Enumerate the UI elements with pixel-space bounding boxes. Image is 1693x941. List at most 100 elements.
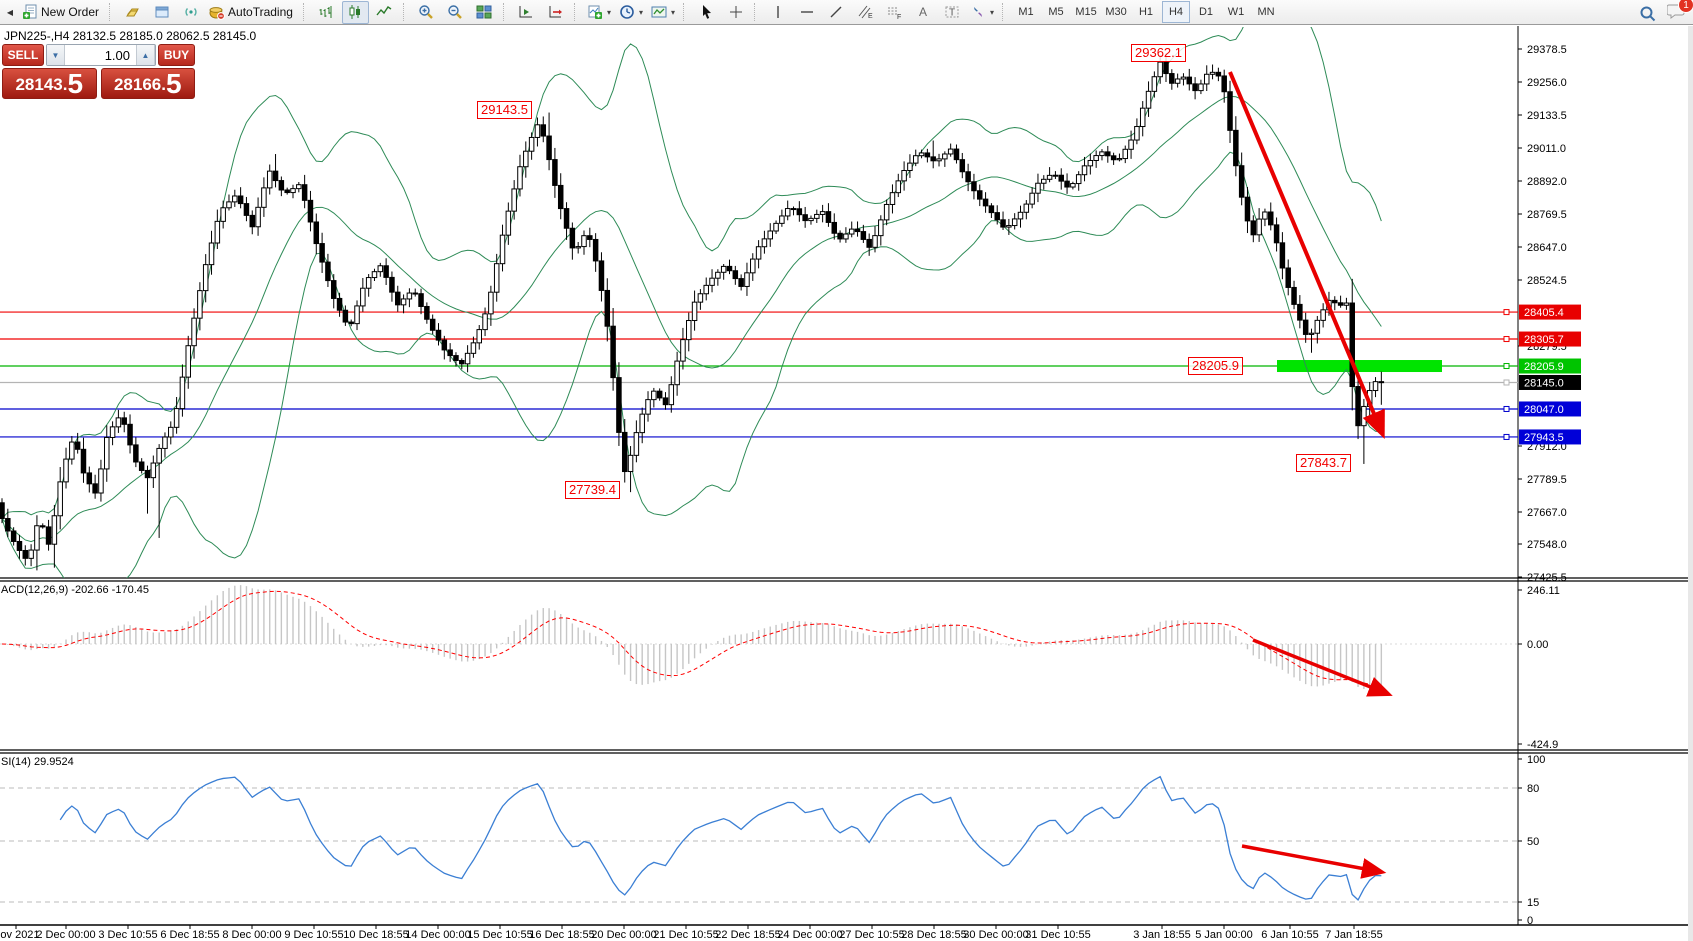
toolbar-separator: [1002, 3, 1008, 21]
trend-arrow[interactable]: [1241, 844, 1387, 879]
svg-text:2 Dec 00:00: 2 Dec 00:00: [36, 929, 95, 941]
candlestick-mode-button[interactable]: [341, 0, 369, 24]
svg-text:28305.7: 28305.7: [1524, 334, 1564, 346]
price-annotation[interactable]: 28205.9: [1188, 357, 1243, 375]
svg-text:-424.9: -424.9: [1527, 739, 1558, 751]
support-zone-rectangle[interactable]: [1277, 360, 1442, 373]
autotrading-button[interactable]: AutoTrading: [206, 1, 298, 24]
price-annotation[interactable]: 27739.4: [565, 481, 620, 499]
text-icon: A: [915, 4, 931, 20]
svg-text:22 Dec 18:55: 22 Dec 18:55: [715, 929, 780, 941]
buy-button[interactable]: BUY: [158, 44, 195, 66]
toolbar-separator: [109, 3, 115, 21]
zoom-out-button[interactable]: [442, 1, 469, 24]
equidistant-channel-tool-button[interactable]: E: [851, 1, 878, 24]
auto-scroll-button[interactable]: [513, 1, 540, 24]
toolbar-separator: [302, 3, 309, 21]
text-label-tool-button[interactable]: T: [938, 1, 965, 24]
svg-text:28405.4: 28405.4: [1524, 307, 1564, 319]
templates-button[interactable]: ▾: [648, 1, 678, 24]
buy-price-display[interactable]: 28166. 5: [100, 68, 195, 99]
svg-text:3 Dec 10:55: 3 Dec 10:55: [98, 929, 157, 941]
crosshair-tool-button[interactable]: [722, 1, 749, 24]
timeframe-button-m1[interactable]: M1: [1018, 6, 1034, 18]
zoom-in-icon: [418, 4, 434, 20]
svg-text:27943.5: 27943.5: [1524, 432, 1564, 444]
horizontal-line-tool-button[interactable]: [793, 1, 820, 24]
toolbar-overflow-chevron-icon[interactable]: ◀: [6, 7, 14, 17]
timeframe-button-m5[interactable]: M5: [1048, 6, 1064, 18]
alerts-badge: 1: [1678, 0, 1693, 13]
price-annotation[interactable]: 29143.5: [477, 101, 532, 119]
svg-text:A: A: [919, 5, 927, 19]
trend-arrow[interactable]: [1228, 71, 1385, 440]
timeframe-button-h1[interactable]: H1: [1138, 6, 1154, 18]
indicators-button[interactable]: ▾: [584, 1, 614, 24]
arrows-tool-button[interactable]: ▾: [967, 1, 997, 24]
svg-text:14 Dec 00:00: 14 Dec 00:00: [405, 929, 470, 941]
chart-shift-button[interactable]: [542, 1, 569, 24]
price-annotation[interactable]: 27843.7: [1296, 454, 1351, 472]
trendline-tool-button[interactable]: [822, 1, 849, 24]
charts-window-button[interactable]: [148, 1, 175, 24]
search-icon[interactable]: [1639, 5, 1657, 23]
cursor-tool-button[interactable]: [693, 1, 720, 24]
periods-button[interactable]: ▾: [616, 1, 646, 24]
fibonacci-tool-button[interactable]: F: [880, 1, 907, 24]
svg-text:27548.0: 27548.0: [1527, 539, 1567, 551]
timeframe-button-m15[interactable]: M15: [1075, 6, 1097, 18]
line-chart-icon: [376, 4, 392, 20]
bar-chart-mode-button[interactable]: [313, 1, 340, 24]
candlestick-icon: [347, 4, 363, 20]
dropdown-arrow-icon: ▾: [990, 7, 995, 17]
trend-arrow[interactable]: [1252, 638, 1393, 697]
sell-button[interactable]: SELL: [2, 44, 44, 66]
sell-price-display[interactable]: 28143. 5: [2, 68, 97, 99]
svg-text:3 Jan 18:55: 3 Jan 18:55: [1133, 929, 1191, 941]
timeframe-button-h4[interactable]: H4: [1162, 1, 1191, 23]
price-badge: [1519, 304, 1581, 320]
autotrading-label: AutoTrading: [228, 5, 293, 19]
line-chart-mode-button[interactable]: [371, 1, 398, 24]
candlestick-series[interactable]: [0, 53, 1385, 571]
autotrading-icon: [209, 4, 225, 20]
tile-windows-button[interactable]: [471, 1, 498, 24]
toolbar: ◀ New Order AutoTrading ▾ ▾: [0, 0, 1693, 25]
text-tool-button[interactable]: A: [909, 1, 936, 24]
market-watch-button[interactable]: [119, 1, 146, 24]
cursor-icon: [699, 4, 715, 20]
shapes-icon: [970, 4, 986, 20]
signal-button[interactable]: [177, 1, 204, 24]
clock-icon: [619, 4, 635, 20]
svg-text:16 Dec 18:55: 16 Dec 18:55: [529, 929, 594, 941]
alerts-chat-button[interactable]: 1: [1666, 0, 1693, 25]
svg-text:246.11: 246.11: [1527, 585, 1560, 597]
vertical-line-tool-button[interactable]: [764, 1, 791, 24]
svg-text:29256.0: 29256.0: [1527, 77, 1567, 89]
volume-decrease-button[interactable]: ▼: [47, 45, 65, 65]
toolbar-separator: [683, 3, 689, 21]
timeframe-button-mn[interactable]: MN: [1257, 6, 1275, 18]
volume-increase-button[interactable]: ▲: [136, 45, 155, 65]
timeframe-button-w1[interactable]: W1: [1227, 6, 1245, 18]
svg-text:28205.9: 28205.9: [1524, 361, 1564, 373]
volume-stepper[interactable]: ▼ 1.00 ▲: [46, 44, 156, 66]
timeframe-button-m30[interactable]: M30: [1105, 6, 1127, 18]
dropdown-arrow-icon: ▾: [606, 7, 611, 17]
fibonacci-icon: F: [886, 4, 902, 21]
price-badge: [1519, 331, 1581, 347]
new-order-button[interactable]: New Order: [19, 1, 104, 24]
text-label-icon: T: [944, 4, 960, 20]
timeframe-button-d1[interactable]: D1: [1198, 6, 1214, 18]
price-annotation[interactable]: 29362.1: [1131, 44, 1186, 62]
price-axis[interactable]: 29378.5 29256.0 29133.5 29011.0 28892.0 28769…: [1518, 44, 1567, 927]
new-order-icon: [22, 4, 38, 20]
volume-value[interactable]: 1.00: [104, 47, 130, 63]
svg-text:29133.5: 29133.5: [1527, 110, 1567, 122]
svg-text:0.00: 0.00: [1527, 639, 1548, 651]
zoom-in-button[interactable]: [413, 1, 440, 24]
svg-text:28647.0: 28647.0: [1527, 242, 1567, 254]
bar-chart-icon: [318, 4, 334, 20]
